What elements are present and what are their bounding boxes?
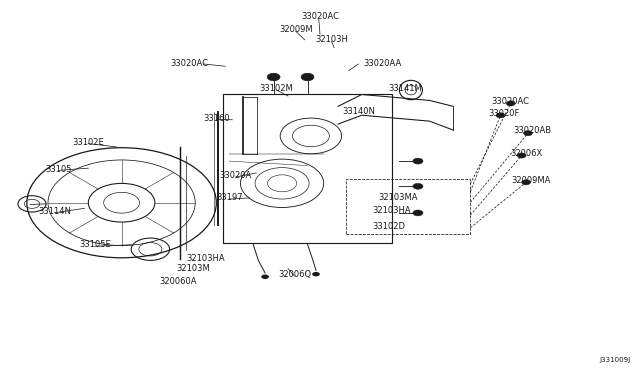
Text: 33197: 33197	[216, 193, 243, 202]
Text: 33020AC: 33020AC	[170, 60, 208, 68]
Circle shape	[261, 275, 269, 279]
Circle shape	[413, 183, 423, 189]
Text: 320060A: 320060A	[159, 278, 196, 286]
Circle shape	[413, 210, 423, 216]
Circle shape	[496, 113, 505, 118]
Text: 33020A: 33020A	[220, 171, 252, 180]
Circle shape	[301, 73, 314, 81]
Text: J331009J: J331009J	[599, 357, 630, 363]
Text: 33140N: 33140N	[342, 107, 375, 116]
Bar	[346, 179, 470, 234]
Circle shape	[312, 272, 320, 276]
Text: 32103HA: 32103HA	[372, 206, 411, 215]
Text: 32103MA: 32103MA	[378, 193, 418, 202]
Text: 32006X: 32006X	[510, 149, 542, 158]
Text: 33160: 33160	[203, 114, 230, 123]
Bar	[223, 94, 392, 243]
Circle shape	[522, 180, 531, 185]
Text: 33105: 33105	[45, 165, 72, 174]
Text: 33102D: 33102D	[372, 222, 406, 231]
Text: 33114N: 33114N	[38, 207, 71, 216]
Circle shape	[517, 153, 526, 158]
Text: 33020F: 33020F	[488, 109, 520, 118]
Text: 32006Q: 32006Q	[278, 270, 311, 279]
Text: 32009M: 32009M	[279, 25, 312, 34]
Text: 33102M: 33102M	[260, 84, 293, 93]
Circle shape	[413, 158, 423, 164]
Text: 33020AB: 33020AB	[513, 126, 552, 135]
Text: 33141M: 33141M	[388, 84, 422, 93]
Circle shape	[506, 101, 515, 106]
Text: 33020AA: 33020AA	[364, 60, 402, 68]
Text: 33105E: 33105E	[79, 240, 111, 249]
Circle shape	[524, 131, 532, 136]
Text: 33020AC: 33020AC	[301, 12, 339, 21]
Text: 32103M: 32103M	[177, 264, 210, 273]
Text: 32103HA: 32103HA	[187, 254, 225, 263]
Text: 32009MA: 32009MA	[511, 176, 551, 185]
Text: 32103H: 32103H	[315, 35, 348, 44]
Text: 33020AC: 33020AC	[492, 97, 530, 106]
Circle shape	[268, 73, 280, 81]
Text: 33102E: 33102E	[72, 138, 104, 147]
